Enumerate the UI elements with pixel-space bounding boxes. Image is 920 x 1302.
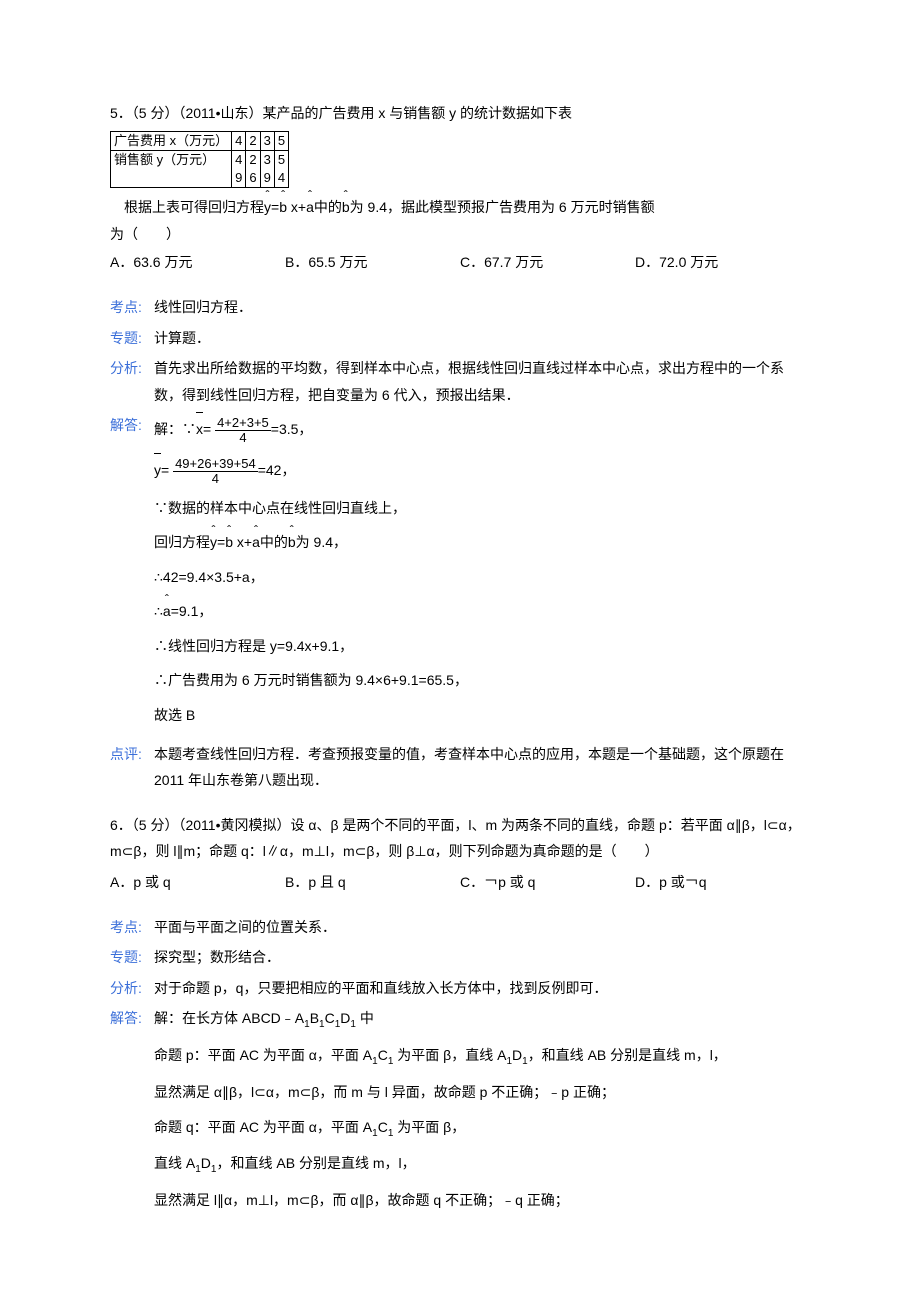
fenxi-label: 分析: [110,975,154,1002]
table-cell: 3 [260,131,274,150]
kaodian-label: 考点: [110,914,154,941]
jieda-label: 解答: [110,1005,154,1221]
q5-option-b: B．65.5 万元 [285,249,460,276]
q6-analysis: 考点: 平面与平面之间的位置关系． 专题: 探究型；数形结合． 分析: 对于命题… [110,914,810,1222]
table-cell: 49 [232,150,246,187]
kaodian-text: 平面与平面之间的位置关系． [154,914,810,941]
question-6: 6．（5 分）（2011•黄冈模拟）设 α、β 是两个不同的平面，l、m 为两条… [110,812,810,1222]
table-cell: 2 [246,131,260,150]
q5-option-d: D．72.0 万元 [635,249,810,276]
question-5: 5．（5 分）（2011•山东）某产品的广告费用 x 与销售额 y 的统计数据如… [110,100,810,794]
q6-stem: 6．（5 分）（2011•黄冈模拟）设 α、β 是两个不同的平面，l、m 为两条… [110,812,810,865]
q5-stem-line3: 为（ ） [110,221,810,248]
jieda-body: 解：∵x= 4+2+3+54=3.5， y= 49+26+39+544=42， … [154,412,810,736]
zhuanti-label: 专题: [110,325,154,352]
q6-option-c: C．￢p 或 q [460,869,635,896]
zhuanti-text: 计算题． [154,325,810,352]
q5-options: A．63.6 万元 B．65.5 万元 C．67.7 万元 D．72.0 万元 [110,249,810,276]
fenxi-text: 首先求出所给数据的平均数，得到样本中心点，根据线性回归直线过样本中心点，求出方程… [154,355,810,408]
dianping-label: 点评: [110,741,154,794]
q6-option-b: B．p 且 q [285,869,460,896]
q6-options: A．p 或 q B．p 且 q C．￢p 或 q D．p 或￢q [110,869,810,896]
q5-analysis: 考点: 线性回归方程． 专题: 计算题． 分析: 首先求出所给数据的平均数，得到… [110,294,810,794]
zhuanti-text: 探究型；数形结合． [154,944,810,971]
q5-stem: 5．（5 分）（2011•山东）某产品的广告费用 x 与销售额 y 的统计数据如… [110,100,810,127]
fenxi-label: 分析: [110,355,154,408]
q6-option-d: D．p 或￢q [635,869,810,896]
jieda-body: 解：在长方体 ABCD﹣A1B1C1D1 中 命题 p：平面 AC 为平面 α，… [154,1005,810,1221]
jieda-label: 解答: [110,412,154,736]
q5-stem-line2: 根据上表可得回归方程y=b x+a中的b为 9.4，据此模型预报广告费用为 6 … [110,194,810,221]
dianping-text: 本题考查线性回归方程．考查预报变量的值，考查样本中心点的应用，本题是一个基础题，… [154,741,810,794]
fenxi-text: 对于命题 p，q，只要把相应的平面和直线放入长方体中，找到反例即可． [154,975,810,1002]
table-cell: 26 [246,150,260,187]
q5-option-a: A．63.6 万元 [110,249,285,276]
table-cell: 广告费用 x（万元） [111,131,232,150]
table-cell: 4 [232,131,246,150]
table-cell: 54 [274,150,288,187]
table-cell: 5 [274,131,288,150]
table-cell: 销售额 y（万元） [111,150,232,187]
kaodian-text: 线性回归方程． [154,294,810,321]
q6-option-a: A．p 或 q [110,869,285,896]
q5-option-c: C．67.7 万元 [460,249,635,276]
zhuanti-label: 专题: [110,944,154,971]
q5-table: 广告费用 x（万元） 4 2 3 5 销售额 y（万元） 49 26 39 54 [110,131,289,189]
table-cell: 39 [260,150,274,187]
kaodian-label: 考点: [110,294,154,321]
